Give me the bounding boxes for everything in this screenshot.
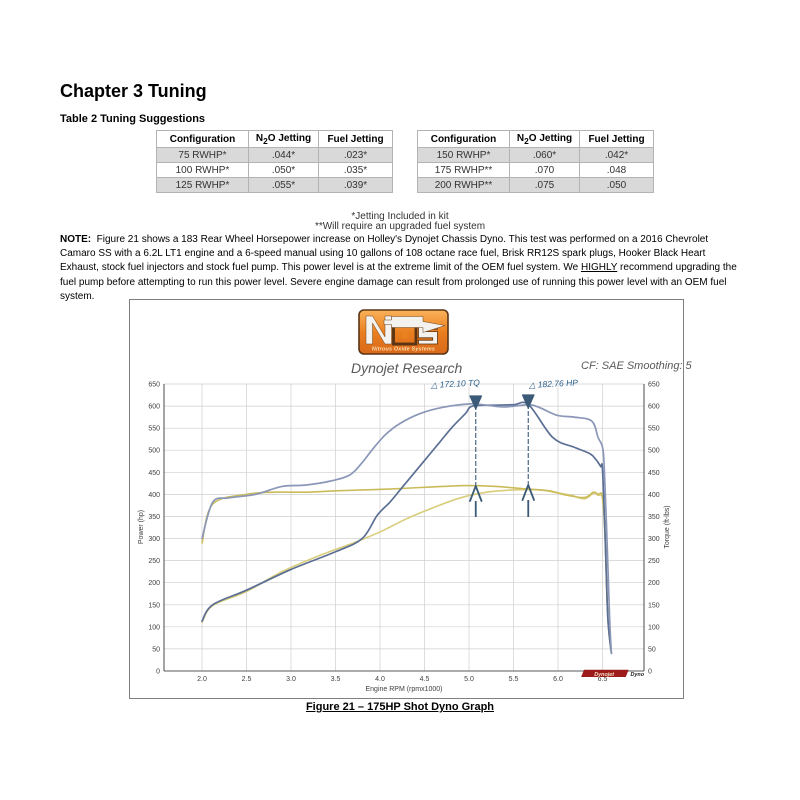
svg-text:5.5: 5.5: [509, 676, 519, 683]
svg-text:0: 0: [648, 669, 652, 676]
svg-text:200: 200: [648, 580, 660, 587]
svg-text:200: 200: [148, 580, 160, 587]
svg-text:3.0: 3.0: [286, 676, 296, 683]
svg-text:350: 350: [648, 514, 660, 521]
svg-text:300: 300: [148, 536, 160, 543]
svg-text:600: 600: [148, 404, 160, 411]
svg-text:500: 500: [648, 448, 660, 455]
svg-text:0: 0: [156, 669, 160, 676]
svg-text:550: 550: [648, 426, 660, 433]
svg-text:250: 250: [148, 558, 160, 565]
svg-text:6.0: 6.0: [553, 676, 563, 683]
svg-text:100: 100: [648, 624, 660, 631]
svg-text:Dyno: Dyno: [631, 672, 645, 678]
svg-text:Dynojet: Dynojet: [594, 672, 614, 678]
svg-text:600: 600: [648, 404, 660, 411]
svg-text:△ 182.76 HP: △ 182.76 HP: [528, 377, 579, 390]
svg-text:350: 350: [148, 514, 160, 521]
svg-text:100: 100: [148, 624, 160, 631]
svg-text:450: 450: [648, 470, 660, 477]
svg-text:2.5: 2.5: [242, 676, 252, 683]
svg-text:50: 50: [648, 646, 656, 653]
svg-text:150: 150: [148, 602, 160, 609]
svg-text:500: 500: [148, 448, 160, 455]
svg-text:400: 400: [148, 492, 160, 499]
svg-text:300: 300: [648, 536, 660, 543]
svg-text:650: 650: [648, 382, 660, 389]
svg-text:4.5: 4.5: [420, 676, 430, 683]
svg-text:250: 250: [648, 558, 660, 565]
svg-text:650: 650: [148, 382, 160, 389]
svg-text:2.0: 2.0: [197, 676, 207, 683]
svg-text:50: 50: [152, 646, 160, 653]
svg-text:550: 550: [148, 426, 160, 433]
svg-text:5.0: 5.0: [464, 676, 474, 683]
svg-text:3.5: 3.5: [331, 676, 341, 683]
svg-text:150: 150: [648, 602, 660, 609]
svg-text:△ 172.10 TQ: △ 172.10 TQ: [430, 377, 481, 390]
svg-text:4.0: 4.0: [375, 676, 385, 683]
svg-text:Torque (ft-lbs): Torque (ft-lbs): [664, 505, 671, 548]
svg-text:400: 400: [648, 492, 660, 499]
svg-text:Engine RPM (rpmx1000): Engine RPM (rpmx1000): [365, 686, 442, 693]
svg-text:450: 450: [148, 470, 160, 477]
svg-text:Power (hp): Power (hp): [138, 510, 145, 544]
